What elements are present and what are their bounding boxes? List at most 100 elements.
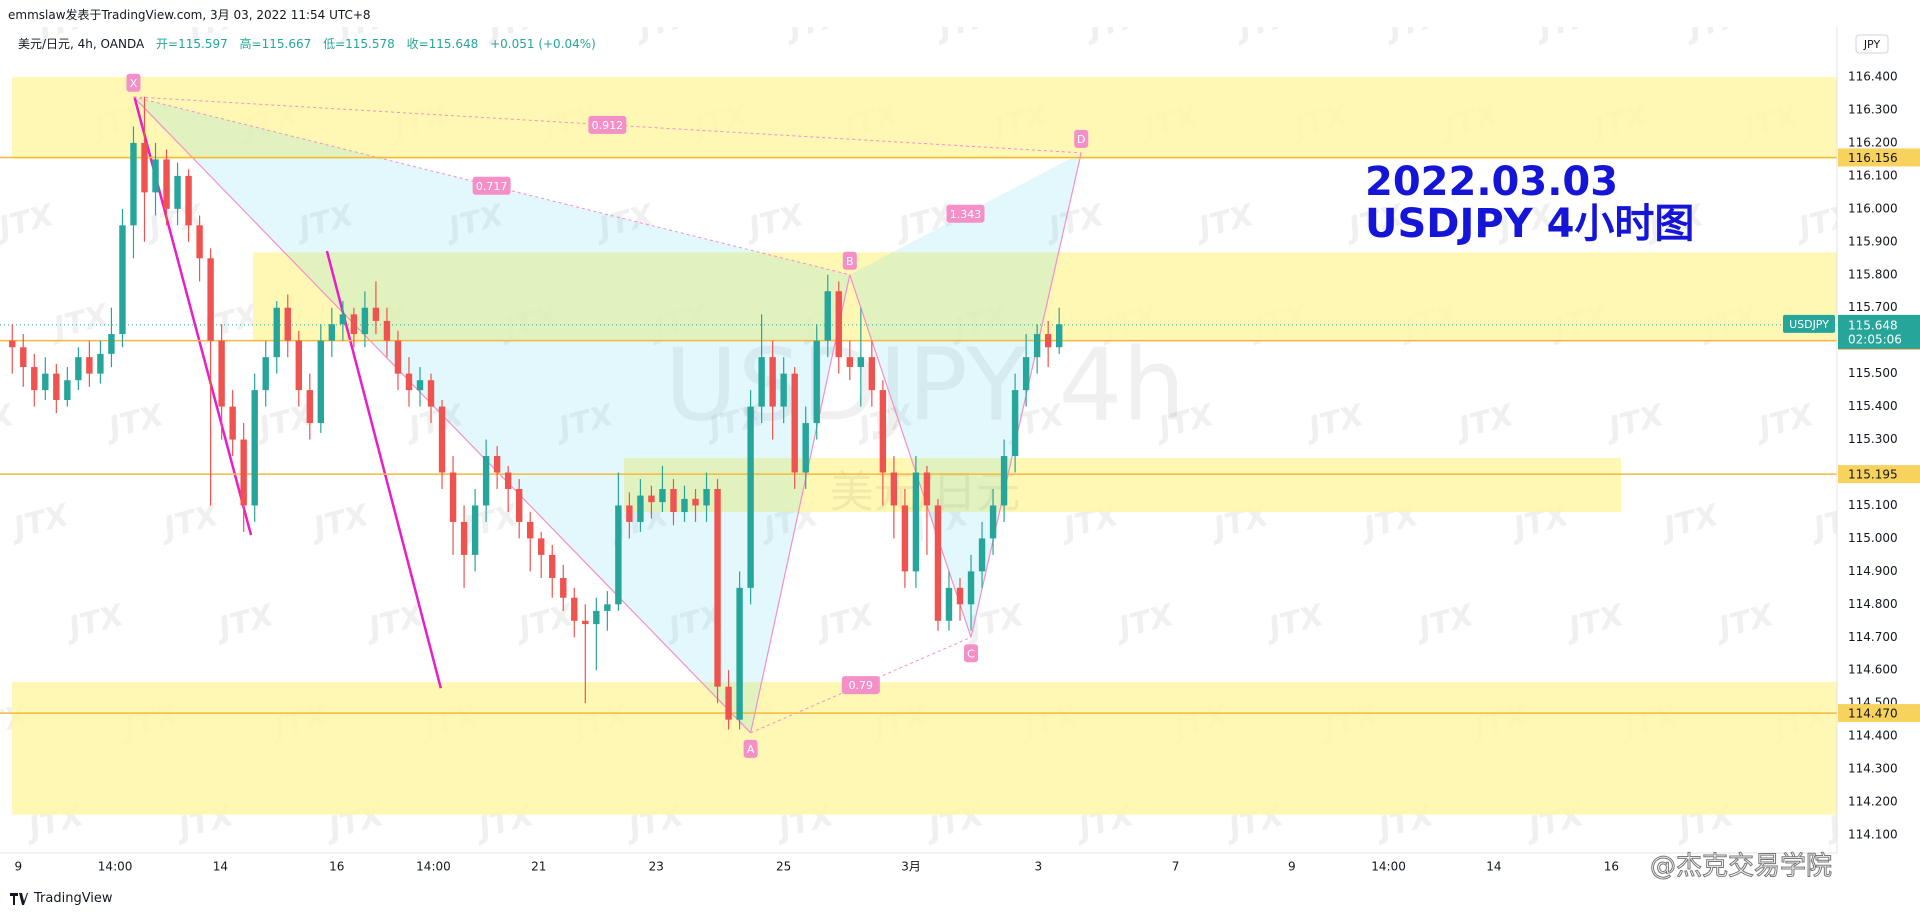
countdown: 02:05:06 bbox=[1848, 332, 1902, 346]
candle-body bbox=[119, 225, 126, 335]
candle-body bbox=[615, 505, 622, 605]
symbol-tag bbox=[1783, 314, 1835, 333]
x-tick-label: 9 bbox=[15, 860, 23, 874]
x-tick-label: 14 bbox=[1486, 860, 1501, 874]
ohlc-open: 开=115.597 bbox=[156, 37, 228, 51]
candle-body bbox=[306, 390, 313, 424]
candle-body bbox=[53, 373, 60, 400]
y-tick-label: 116.300 bbox=[1848, 102, 1898, 116]
candle-body bbox=[482, 456, 490, 506]
candle-body bbox=[504, 472, 512, 489]
pattern-point-label: X bbox=[130, 77, 138, 90]
logo-watermark: JTX bbox=[0, 397, 19, 447]
ratio-label: 1.343 bbox=[950, 208, 982, 221]
y-tick-label: 116.200 bbox=[1848, 135, 1898, 149]
candle-body bbox=[846, 357, 853, 368]
candle-body bbox=[9, 340, 16, 348]
zone bbox=[12, 682, 1837, 815]
candle-body bbox=[1011, 390, 1019, 457]
candle-body bbox=[515, 488, 523, 522]
candle-body bbox=[97, 353, 104, 374]
candle-body bbox=[824, 291, 831, 341]
candle-body bbox=[1000, 456, 1008, 506]
logo-watermark: JTX bbox=[100, 397, 169, 447]
logo-watermark: JTX bbox=[155, 497, 224, 547]
x-tick-label: 3月 bbox=[901, 860, 921, 874]
pattern-point-label: A bbox=[747, 743, 755, 756]
candle-body bbox=[637, 495, 644, 522]
candle-body bbox=[945, 587, 953, 621]
level-tag bbox=[1838, 465, 1920, 484]
symbol-tag-label: USDJPY bbox=[1789, 318, 1829, 331]
candle-body bbox=[923, 472, 931, 506]
ratio-label: 0.717 bbox=[476, 180, 508, 193]
candle-body bbox=[328, 324, 336, 341]
candle-body bbox=[758, 357, 765, 407]
x-tick-label: 7 bbox=[1172, 860, 1180, 874]
candle-body bbox=[449, 472, 457, 522]
pattern-point-label: D bbox=[1077, 133, 1085, 146]
x-tick-label: 14:00 bbox=[98, 860, 133, 874]
y-tick-label: 115.500 bbox=[1848, 366, 1898, 380]
candle-body bbox=[648, 495, 655, 503]
logo-watermark: JTX bbox=[45, 297, 114, 347]
ratio-label: 0.79 bbox=[849, 679, 874, 692]
logo-watermark: JTX bbox=[1410, 597, 1479, 647]
pattern-fill bbox=[849, 152, 1082, 638]
logo-watermark: JTX bbox=[60, 597, 129, 647]
candle-body bbox=[438, 406, 446, 473]
x-tick-label: 25 bbox=[776, 860, 791, 874]
candle-body bbox=[251, 390, 258, 506]
candle-body bbox=[802, 423, 809, 473]
candle-body bbox=[681, 498, 688, 513]
candle-body bbox=[890, 472, 898, 506]
candle-body bbox=[394, 340, 402, 374]
candle-body bbox=[361, 307, 369, 335]
candle-body bbox=[64, 380, 71, 400]
logo-watermark: JTX bbox=[1600, 397, 1669, 447]
y-tick-label: 115.100 bbox=[1848, 498, 1898, 512]
candle-body bbox=[273, 307, 280, 358]
x-tick-label: 9 bbox=[1288, 860, 1296, 874]
y-tick-label: 115.800 bbox=[1848, 267, 1898, 281]
candle-body bbox=[912, 472, 920, 572]
y-tick-label: 114.900 bbox=[1848, 564, 1898, 578]
currency-box bbox=[1855, 34, 1889, 54]
candle-body bbox=[262, 357, 269, 391]
candle-body bbox=[493, 456, 501, 473]
x-tick-label: 14:00 bbox=[1371, 860, 1406, 874]
y-tick-label: 114.600 bbox=[1848, 663, 1898, 677]
candle-body bbox=[692, 498, 699, 506]
level-tag bbox=[1838, 148, 1920, 167]
y-tick-label: 116.100 bbox=[1848, 168, 1898, 182]
x-tick-label: 21 bbox=[531, 860, 546, 874]
logo-watermark: JTX bbox=[5, 497, 74, 547]
candle-body bbox=[31, 367, 38, 391]
logo-watermark: JTX bbox=[630, 0, 699, 47]
candle-body bbox=[405, 373, 413, 391]
logo-watermark: JTX bbox=[1655, 497, 1724, 547]
candle-body bbox=[185, 175, 192, 226]
logo-watermark: JTX bbox=[1680, 0, 1749, 47]
candle-body bbox=[383, 320, 391, 341]
candle-body bbox=[372, 307, 380, 321]
candle-body bbox=[1055, 324, 1063, 348]
candle-body bbox=[207, 258, 214, 341]
y-tick-label: 115.900 bbox=[1848, 234, 1898, 248]
y-tick-label: 115.700 bbox=[1848, 300, 1898, 314]
y-tick-label: 114.100 bbox=[1848, 828, 1898, 842]
title: 2022.03.03 bbox=[1365, 159, 1618, 205]
candle-body bbox=[295, 340, 302, 391]
candle-body bbox=[20, 347, 27, 368]
candle-body bbox=[240, 439, 247, 506]
pattern-point bbox=[1074, 129, 1089, 148]
last-price-tag bbox=[1838, 314, 1920, 349]
pattern-point bbox=[964, 644, 979, 663]
candle-body bbox=[703, 488, 710, 506]
symbol-line: 美元/日元, 4h, OANDA 开=115.597 高=115.667 低=1… bbox=[18, 35, 604, 52]
candle-body bbox=[725, 686, 732, 720]
candle-body bbox=[967, 571, 975, 605]
candle-body bbox=[736, 587, 743, 720]
